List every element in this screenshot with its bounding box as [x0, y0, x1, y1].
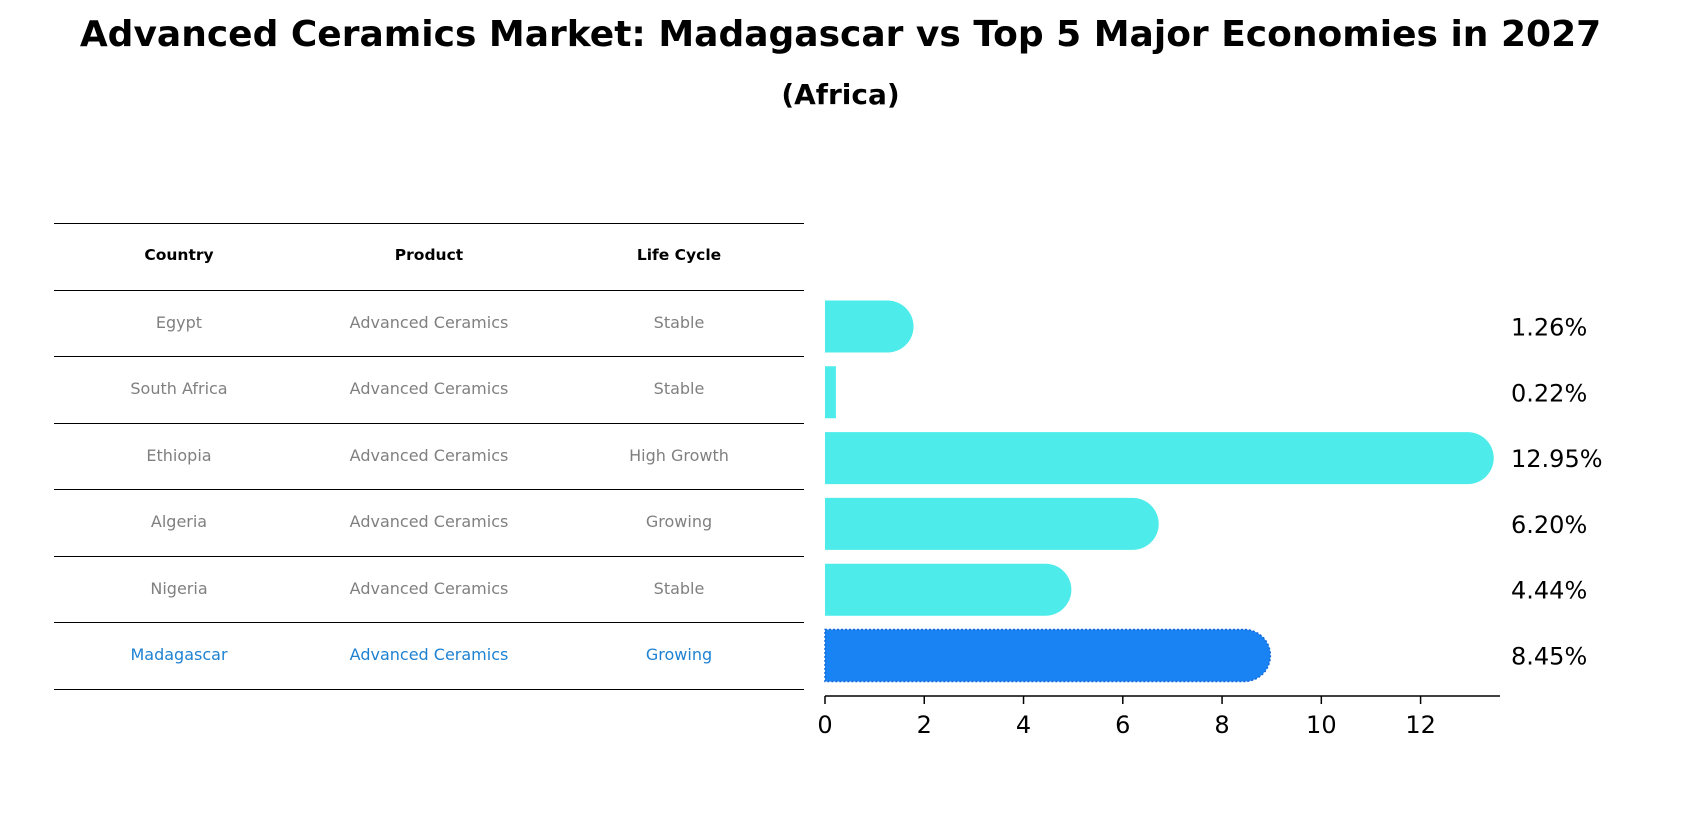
table-cell-product: Advanced Ceramics	[349, 379, 509, 399]
value-label: 12.95%	[1511, 445, 1603, 473]
x-tick-label: 8	[1214, 711, 1229, 739]
table-header-life-cycle: Life Cycle	[636, 246, 722, 265]
x-tick-label: 2	[917, 711, 932, 739]
bar-nigeria	[825, 563, 1072, 616]
table-rule	[54, 422, 804, 424]
table-header-country: Country	[144, 246, 214, 265]
table-rule	[54, 223, 804, 224]
value-label: 4.44%	[1511, 577, 1587, 605]
table-cell-product: Advanced Ceramics	[349, 312, 509, 332]
table-cell-life-cycle: Stable	[653, 312, 705, 332]
bar-algeria	[825, 497, 1159, 550]
value-label: 6.20%	[1511, 511, 1587, 539]
x-tick-label: 0	[817, 711, 832, 739]
table-header-product: Product	[394, 246, 464, 265]
table-cell-country: Egypt	[155, 312, 203, 332]
table-cell-life-cycle: Growing	[645, 645, 713, 665]
table-rule	[54, 489, 804, 490]
table-cell-country: South Africa	[130, 379, 228, 399]
bar-highlight-outline	[824, 628, 1272, 683]
table-cell-life-cycle: Stable	[653, 379, 705, 399]
table-cell-product: Advanced Ceramics	[349, 512, 509, 532]
table-cell-product: Advanced Ceramics	[349, 578, 509, 598]
value-label: 0.22%	[1511, 379, 1587, 407]
table-cell-product: Advanced Ceramics	[349, 445, 509, 465]
table-cell-country: Algeria	[150, 512, 208, 532]
bar-madagascar	[825, 629, 1271, 682]
table-cell-life-cycle: Growing	[645, 512, 713, 532]
table-cell-life-cycle: Stable	[653, 578, 705, 598]
x-tick-label: 6	[1115, 711, 1130, 739]
table-rule	[54, 289, 804, 291]
bar-egypt	[825, 300, 914, 353]
table-cell-country: Madagascar	[130, 645, 228, 665]
chart-title: Advanced Ceramics Market: Madagascar vs …	[79, 14, 1602, 55]
table-rule	[54, 555, 804, 557]
bar-ethiopia	[825, 432, 1494, 485]
table-cell-country: Ethiopia	[146, 445, 212, 465]
x-tick-label: 4	[1016, 711, 1031, 739]
table-rule	[54, 356, 804, 357]
table-rule	[54, 688, 804, 690]
value-label: 1.26%	[1511, 314, 1587, 342]
chart-subtitle: (Africa)	[781, 78, 900, 111]
table-cell-country: Nigeria	[150, 578, 208, 598]
x-tick-label: 12	[1405, 711, 1436, 739]
table-cell-product: Advanced Ceramics	[349, 645, 509, 665]
value-label: 8.45%	[1511, 643, 1587, 671]
table-cell-life-cycle: High Growth	[629, 445, 729, 465]
x-tick-label: 10	[1306, 711, 1337, 739]
bar-south-africa	[825, 366, 836, 419]
table-rule	[54, 622, 804, 623]
